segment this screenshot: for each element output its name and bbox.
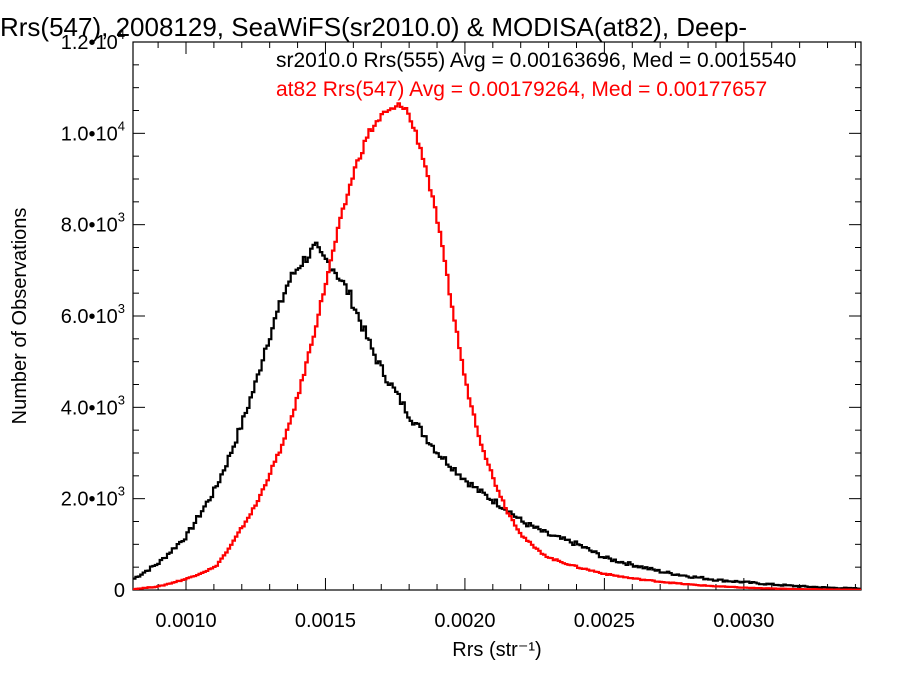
series-layer <box>133 102 861 590</box>
plot-frame <box>132 41 862 591</box>
y-tick-label: 0 <box>114 580 125 602</box>
annotation-sr2010: sr2010.0 Rrs(555) Avg = 0.00163696, Med … <box>276 49 797 72</box>
x-tick-label: 0.0025 <box>574 610 635 632</box>
x-tick-label: 0.0010 <box>155 610 216 632</box>
y-tick-label: 4.0•103 <box>61 392 125 419</box>
axis-layer <box>132 41 862 591</box>
series-at82-line <box>133 102 861 590</box>
x-axis-label: Rrs (str⁻¹) <box>452 639 541 661</box>
chart-title: Rrs(547), 2008129, SeaWiFS(sr2010.0) & M… <box>0 12 748 42</box>
annotation-at82: at82 Rrs(547) Avg = 0.00179264, Med = 0.… <box>276 78 768 101</box>
y-axis-label: Number of Observations <box>9 208 31 425</box>
y-tick-label: 2.0•103 <box>61 484 125 511</box>
x-tick-label: 0.0020 <box>434 610 495 632</box>
y-tick-label: 6.0•103 <box>61 301 125 328</box>
tick-label-layer: 0.0010 0.0015 0.0020 0.0025 0.0030 0 2.0•103 4.… <box>61 27 775 632</box>
y-tick-label: 1.0•104 <box>61 118 125 145</box>
series-sr2010-line <box>133 241 861 590</box>
y-tick-label: 8.0•103 <box>61 210 125 237</box>
y-tick-label: 1.2•104 <box>61 27 125 54</box>
x-tick-label: 0.0015 <box>295 610 356 632</box>
x-tick-label: 0.0030 <box>713 610 774 632</box>
